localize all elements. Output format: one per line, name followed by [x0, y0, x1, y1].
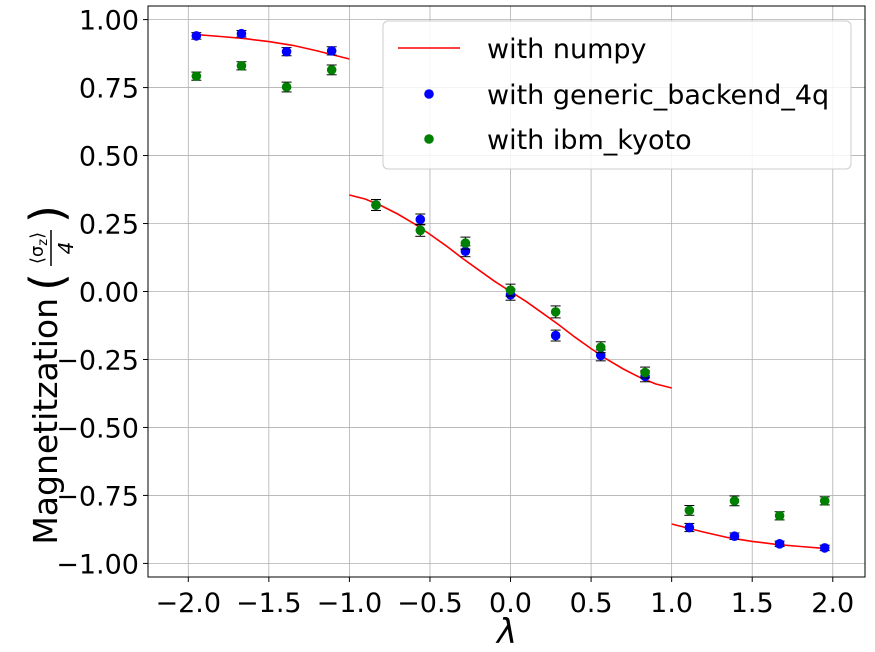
x-tick-label: −1.0: [317, 588, 383, 619]
ibm-kyoto-point: [595, 342, 606, 353]
ibm-kyoto-point: [684, 505, 695, 516]
y-label-sub: z: [36, 239, 51, 246]
y-tick-label: −0.75: [56, 481, 139, 512]
y-label-bracket-open: ⟨σ: [27, 246, 48, 264]
generic-backend-point: [415, 214, 426, 225]
ibm-kyoto-point: [505, 285, 516, 295]
legend-generic-backend-swatch: [424, 89, 434, 99]
generic-backend-point: [774, 539, 785, 549]
numpy-line-segment: [196, 33, 350, 60]
x-axis-label: λ: [495, 612, 517, 652]
x-tick-label: 1.5: [731, 588, 774, 619]
ibm-kyoto-point: [460, 238, 471, 248]
x-tick-label: 1.0: [650, 588, 693, 619]
generic-backend-point: [326, 46, 337, 56]
y-tick-label: 0.00: [79, 278, 139, 309]
y-label-bracket-close: ⟩: [27, 232, 48, 239]
y-tick-label: 1.00: [79, 6, 139, 37]
ibm-kyoto-point: [191, 71, 202, 81]
ibm-kyoto-point: [729, 496, 740, 506]
generic-backend-point: [729, 531, 740, 542]
x-tick-label: −1.5: [236, 588, 302, 619]
generic-backend-point: [684, 522, 695, 533]
legend-label: with numpy: [487, 34, 647, 65]
legend-label: with generic_backend_4q: [487, 80, 829, 111]
y-tick-label: 0.50: [79, 142, 139, 173]
ibm-kyoto-point: [281, 82, 292, 92]
x-tick-label: 0.5: [570, 588, 613, 619]
generic-backend-point: [191, 31, 202, 41]
y-tick-label: −0.25: [56, 345, 139, 376]
y-label-left-paren: (: [20, 273, 74, 291]
generic-backend-point: [236, 28, 247, 39]
x-tick-label: 0.0: [489, 588, 532, 619]
y-tick-label: 0.75: [79, 74, 139, 105]
numpy-line-segment: [671, 523, 825, 550]
ibm-kyoto-point: [326, 65, 337, 75]
legend-ibm-kyoto-swatch: [424, 134, 434, 144]
y-label-fraction-numerator: ⟨σz⟩: [27, 232, 51, 264]
generic-backend-point: [819, 543, 830, 553]
generic-backend-point: [281, 46, 292, 57]
ibm-kyoto-point: [819, 496, 830, 506]
x-tick-label: 2.0: [811, 588, 854, 619]
y-axis-label-text: Magnetitzation: [26, 298, 65, 545]
legend-box: [382, 20, 852, 170]
ibm-kyoto-point: [640, 367, 650, 378]
ibm-kyoto-point: [774, 511, 785, 521]
x-tick-label: −0.5: [397, 588, 463, 619]
plot-area: [191, 28, 830, 553]
y-label-fraction-denominator: 4: [54, 242, 78, 255]
legend-label: with ibm_kyoto: [487, 125, 692, 156]
y-label-right-paren: ): [20, 205, 74, 223]
ibm-kyoto-point: [550, 307, 561, 317]
ibm-kyoto-point: [236, 61, 247, 71]
y-axis-label: Magnetitzation ( ⟨σz⟩ 4 ): [20, 205, 78, 545]
y-tick-label: −1.00: [56, 549, 139, 580]
ibm-kyoto-point: [415, 225, 426, 236]
y-tick-label: 0.25: [79, 210, 139, 241]
y-tick-label: −0.50: [56, 413, 139, 444]
ibm-kyoto-point: [371, 200, 381, 210]
x-tick-label: −2.0: [155, 588, 221, 619]
generic-backend-point: [550, 330, 561, 341]
axis-ticks: −2.0 −1.5 −1.0 −0.5 0.0 0.5 1.0 1.5 2.0 1.00 0.75 0…: [56, 6, 854, 619]
